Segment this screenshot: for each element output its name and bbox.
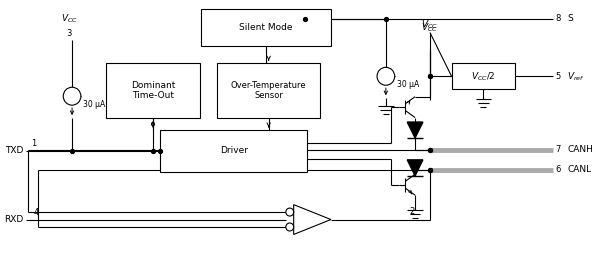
Text: $V_{CC}$/2: $V_{CC}$/2 bbox=[471, 70, 496, 83]
Bar bbox=[106, 63, 200, 118]
Bar bbox=[452, 63, 515, 89]
Text: $V_{ref}$: $V_{ref}$ bbox=[567, 70, 585, 83]
Text: 3: 3 bbox=[67, 29, 72, 38]
Text: Silent Mode: Silent Mode bbox=[239, 23, 293, 32]
Circle shape bbox=[286, 208, 293, 216]
Text: 30 μA: 30 μA bbox=[397, 80, 419, 89]
Text: 8: 8 bbox=[556, 14, 561, 23]
Text: Over-Temperature
Sensor: Over-Temperature Sensor bbox=[231, 81, 307, 100]
Text: $V_{CC}$: $V_{CC}$ bbox=[421, 18, 439, 31]
Polygon shape bbox=[407, 122, 423, 138]
Text: S: S bbox=[567, 14, 573, 23]
Text: 1: 1 bbox=[31, 139, 36, 148]
Polygon shape bbox=[407, 160, 423, 176]
Bar bbox=[202, 9, 331, 47]
Circle shape bbox=[286, 223, 293, 231]
Text: 6: 6 bbox=[556, 165, 561, 174]
Text: CANL: CANL bbox=[567, 165, 592, 174]
Bar bbox=[217, 63, 320, 118]
Text: $V_{CC}$: $V_{CC}$ bbox=[61, 12, 77, 25]
Text: Driver: Driver bbox=[220, 146, 248, 155]
Text: RXD: RXD bbox=[4, 215, 23, 224]
Text: Dominant
Time-Out: Dominant Time-Out bbox=[131, 81, 175, 100]
Circle shape bbox=[63, 87, 81, 105]
Text: 2: 2 bbox=[410, 207, 415, 216]
Text: 4: 4 bbox=[34, 208, 39, 217]
Circle shape bbox=[377, 67, 395, 85]
Text: 7: 7 bbox=[556, 145, 561, 154]
Text: $V_{CC}$: $V_{CC}$ bbox=[421, 21, 439, 34]
Polygon shape bbox=[293, 205, 331, 234]
Text: 30 μA: 30 μA bbox=[83, 100, 105, 109]
Text: CANH: CANH bbox=[567, 145, 593, 154]
Bar bbox=[160, 130, 307, 172]
Text: TXD: TXD bbox=[5, 146, 23, 155]
Text: 5: 5 bbox=[556, 72, 561, 81]
